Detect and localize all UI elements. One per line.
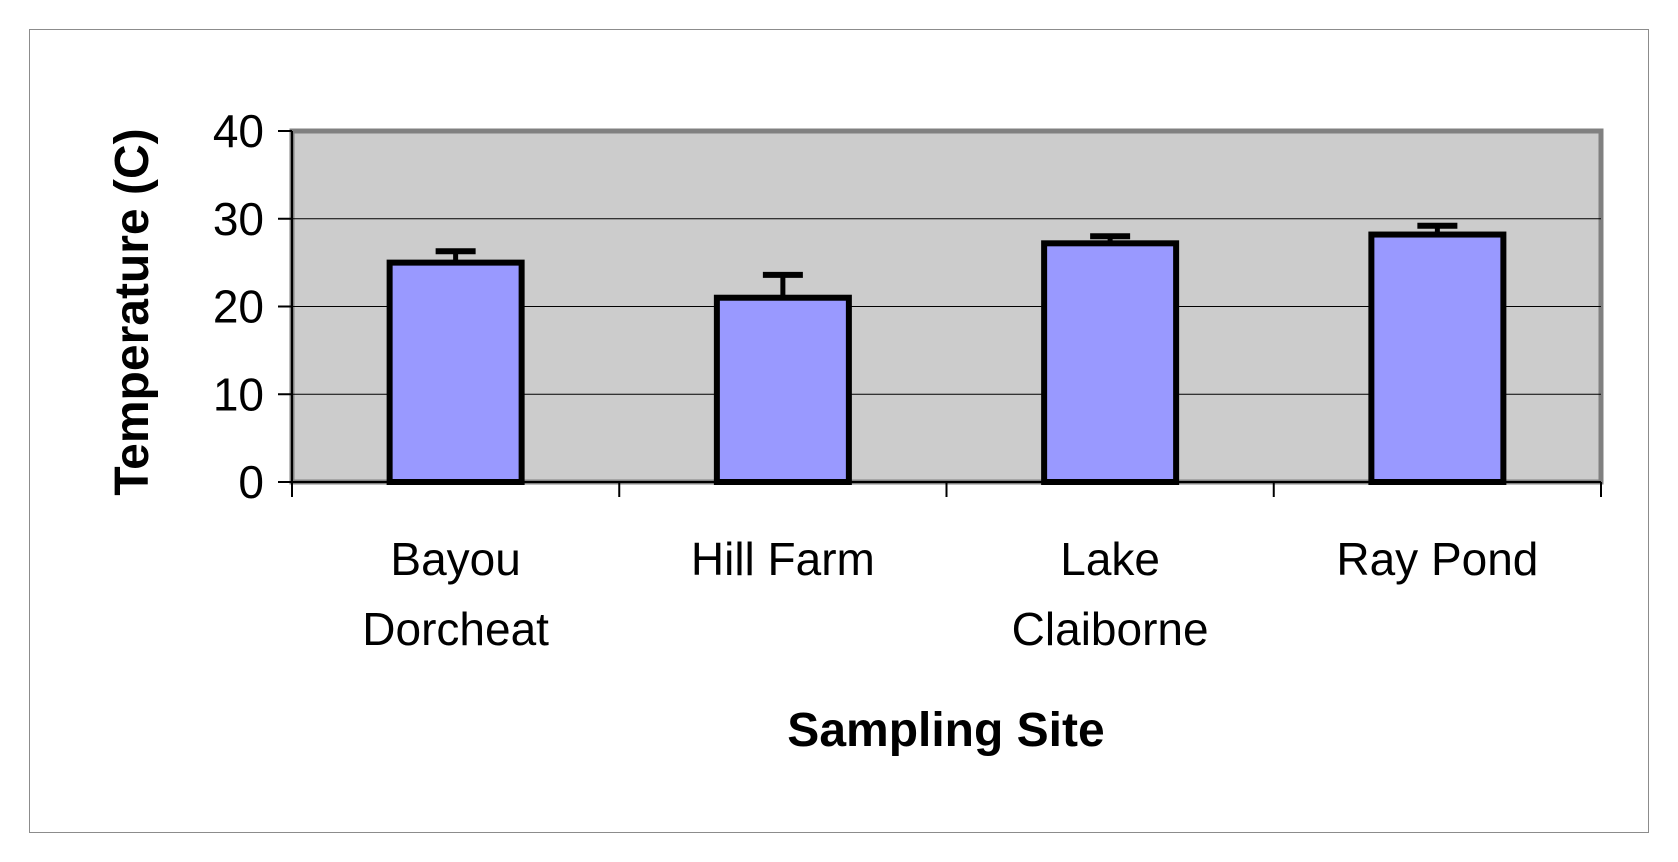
bar-3 xyxy=(1368,231,1507,485)
x-tick-label-2-0: Lake xyxy=(1060,533,1160,585)
bars xyxy=(386,231,1507,485)
y-tick-label-10: 10 xyxy=(213,368,264,420)
y-tick-label-0: 0 xyxy=(238,456,264,508)
bar-2 xyxy=(1041,240,1180,485)
x-tick-label-2-1: Claiborne xyxy=(1012,603,1209,655)
y-tick-label-20: 20 xyxy=(213,281,264,333)
y-tick-labels: 0 10 20 30 40 xyxy=(213,105,264,508)
x-tick-label-0-0: Bayou xyxy=(390,533,520,585)
error-bars xyxy=(435,222,1458,298)
y-tick-label-40: 40 xyxy=(213,105,264,157)
axes xyxy=(278,130,1602,497)
x-tick-label-3-0: Ray Pond xyxy=(1336,533,1538,585)
y-axis-title: Temperature (C) xyxy=(106,128,159,495)
x-tick-label-0-1: Dorcheat xyxy=(362,603,549,655)
x-axis-title: Sampling Site xyxy=(787,704,1104,757)
y-tick-label-30: 30 xyxy=(213,193,264,245)
x-tick-label-1-0: Hill Farm xyxy=(691,533,875,585)
x-tick-labels: Bayou Dorcheat Hill Farm Lake Claiborne Ray P… xyxy=(362,533,1538,655)
bar-1 xyxy=(713,294,852,485)
bar-0 xyxy=(386,259,525,485)
